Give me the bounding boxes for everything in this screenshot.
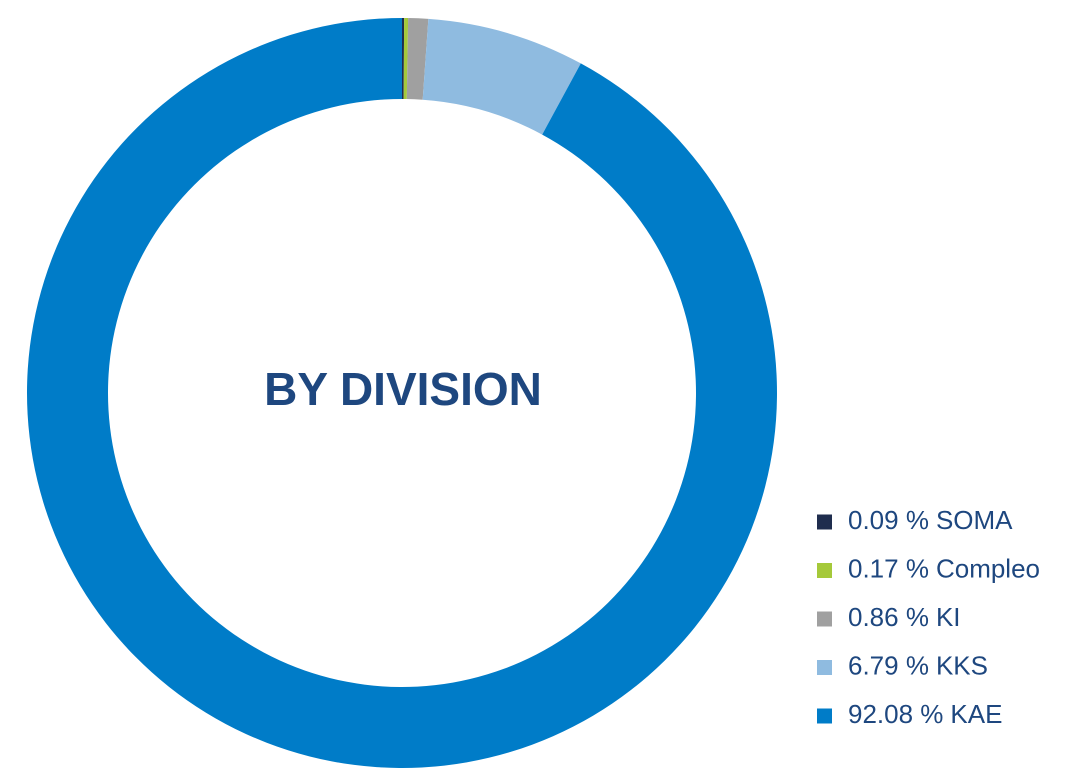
legend-swatch: [817, 611, 832, 627]
donut-slice: [406, 18, 429, 100]
legend-entry: 0.17 % Compleo: [848, 553, 1040, 583]
legend-swatch: [817, 514, 832, 530]
legend-name: KI: [936, 602, 961, 632]
legend-name: KAE: [950, 699, 1002, 729]
chart-title: BY DIVISION: [264, 363, 542, 415]
legend-swatch: [817, 563, 832, 578]
legend-swatch: [817, 660, 832, 675]
legend-value: 0.09 %: [848, 505, 929, 535]
donut-slice: [403, 18, 409, 100]
donut-slice: [402, 18, 405, 100]
legend-value: 6.79 %: [848, 650, 929, 680]
donut-slice: [422, 18, 581, 135]
legend-value: 0.17 %: [848, 553, 929, 583]
legend-entry: 0.09 % SOMA: [848, 505, 1013, 535]
legend-name: Compleo: [936, 553, 1040, 583]
legend-name: SOMA: [936, 505, 1013, 535]
legend-swatch: [817, 708, 832, 724]
legend-value: 0.86 %: [848, 602, 929, 632]
legend-value: 92.08 %: [848, 699, 943, 729]
legend-entry: 0.86 % KI: [848, 602, 961, 632]
legend-name: KKS: [936, 650, 988, 680]
legend-entry: 92.08 % KAE: [848, 699, 1002, 729]
legend-entry: 6.79 % KKS: [848, 650, 988, 680]
